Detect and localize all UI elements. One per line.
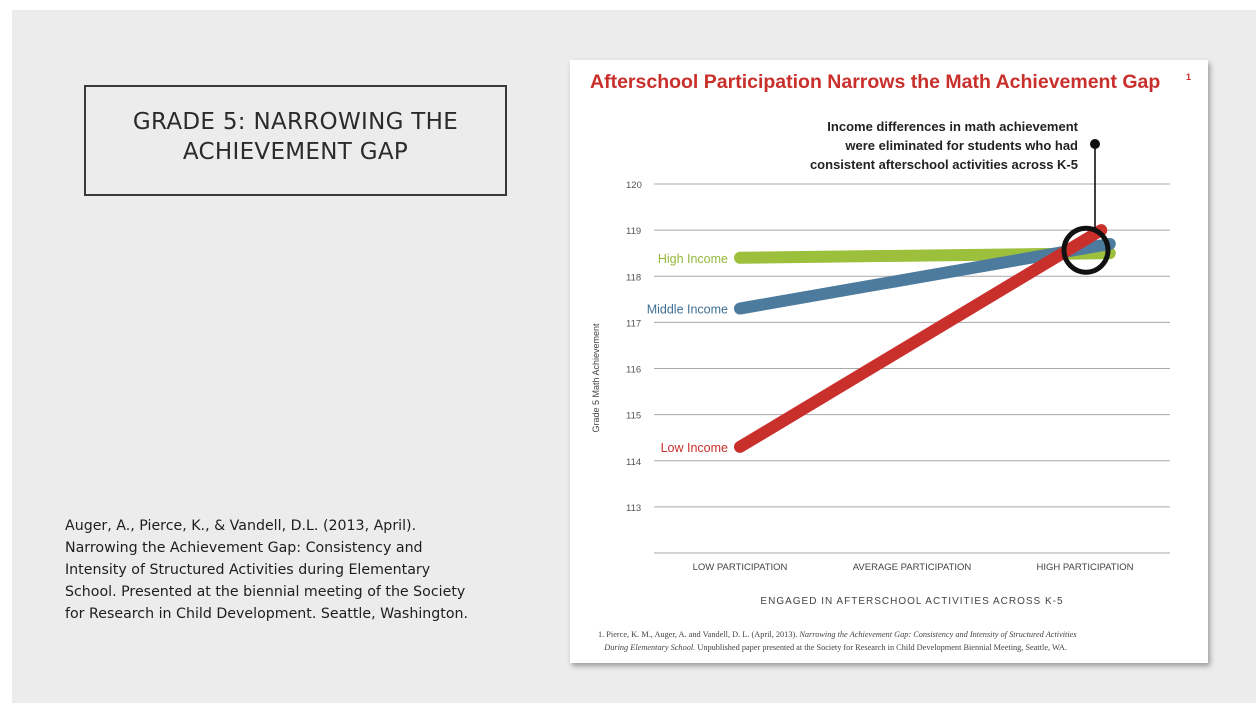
annotation-text-line: were eliminated for students who had	[844, 138, 1078, 153]
slide-title-line-1: GRADE 5: NARROWING THE	[132, 108, 459, 135]
footnote-title-2: During Elementary School.	[604, 643, 696, 652]
y-tick-label: 115	[626, 411, 641, 422]
annotation-dot	[1090, 139, 1100, 149]
annotation-text-line: consistent afterschool activities across…	[810, 157, 1078, 172]
y-tick-label: 116	[626, 365, 641, 376]
y-tick-label: 120	[626, 180, 642, 191]
footnote-title-1: Narrowing the Achievement Gap: Consisten…	[799, 630, 1077, 639]
y-axis-label: Grade 5 Math Achievement	[591, 323, 601, 433]
chart-title: Afterschool Participation Narrows the Ma…	[590, 71, 1160, 93]
y-tick-label: 114	[626, 457, 641, 468]
citation: Auger, A., Pierce, K., & Vandell, D.L. (…	[65, 515, 515, 625]
y-tick-label: 113	[626, 503, 641, 514]
slide-title-line-2: ACHIEVEMENT GAP	[182, 138, 409, 165]
series-line	[734, 237, 1116, 315]
series-label: High Income	[658, 252, 728, 266]
citation-line: Auger, A., Pierce, K., & Vandell, D.L. (…	[65, 518, 417, 534]
slide-title-box: GRADE 5: NARROWING THE ACHIEVEMENT GAP	[84, 85, 507, 196]
y-tick-label: 118	[626, 272, 641, 283]
annotation-circle	[1061, 225, 1111, 275]
chart-card: Afterschool Participation Narrows the Ma…	[570, 60, 1208, 663]
y-tick-label: 119	[626, 226, 641, 237]
math-achievement-chart: Afterschool Participation Narrows the Ma…	[590, 71, 1191, 607]
x-tick-label: LOW PARTICIPATION	[693, 562, 788, 573]
citation-line: Narrowing the Achievement Gap: Consisten…	[65, 540, 423, 556]
x-tick-label: HIGH PARTICIPATION	[1037, 562, 1134, 573]
footnote-suffix: Unpublished paper presented at the Socie…	[695, 643, 1067, 652]
y-tick-label: 117	[626, 318, 641, 329]
citation-line: Intensity of Structured Activities durin…	[65, 562, 431, 578]
chart-title-superscript: 1	[1186, 72, 1191, 82]
citation-line: School. Presented at the biennial meetin…	[65, 584, 466, 600]
footnote-prefix: 1. Pierce, K. M., Auger, A. and Vandell,…	[598, 630, 800, 639]
series-label: Low Income	[661, 441, 728, 455]
citation-line: for Research in Child Development. Seatt…	[65, 606, 468, 622]
x-axis-label: ENGAGED IN AFTERSCHOOL ACTIVITIES ACROSS…	[760, 596, 1063, 607]
chart-footnote: 1. Pierce, K. M., Auger, A. and Vandell,…	[598, 628, 1198, 654]
series-line	[734, 224, 1108, 453]
annotation-text-line: Income differences in math achievement	[827, 119, 1078, 134]
slide-title: GRADE 5: NARROWING THE ACHIEVEMENT GAP	[116, 107, 476, 167]
series-label: Middle Income	[647, 303, 728, 317]
x-tick-label: AVERAGE PARTICIPATION	[853, 562, 972, 573]
